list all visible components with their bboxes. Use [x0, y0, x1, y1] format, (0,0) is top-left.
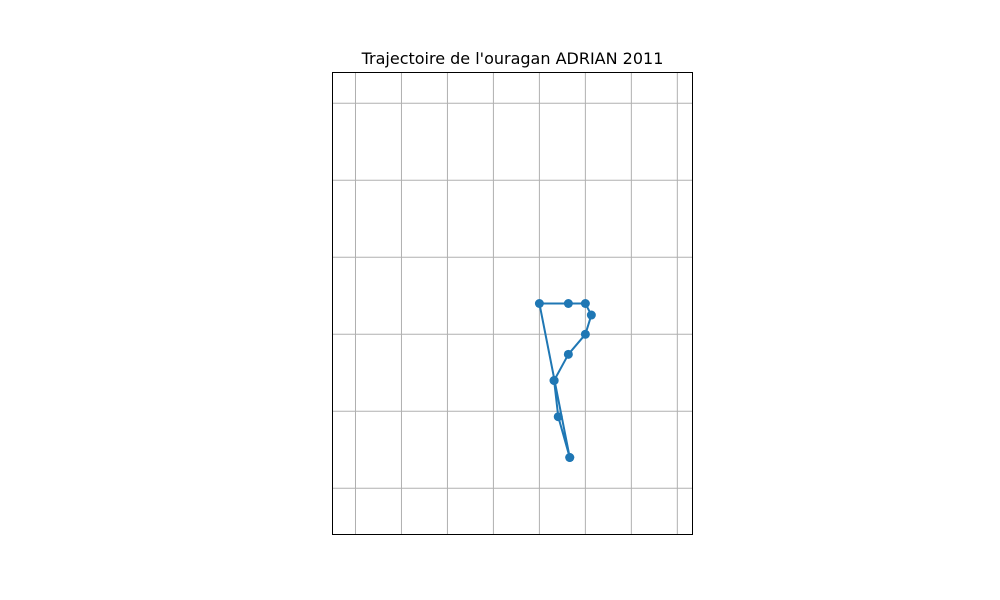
trajectory-point: [580, 329, 590, 339]
trajectory-line: [538, 302, 593, 458]
trajectory-point: [553, 412, 563, 422]
grid: [332, 72, 693, 535]
trajectory-point: [580, 299, 590, 308]
series-layer: [534, 299, 596, 462]
trajectory-point: [549, 376, 559, 385]
plot-frame: [332, 72, 693, 535]
trajectory-point: [565, 453, 575, 462]
trajectory-point: [563, 299, 573, 308]
chart-title: Trajectoire de l'ouragan ADRIAN 2011: [361, 49, 664, 68]
trajectory-point: [534, 299, 544, 308]
trajectory-point: [586, 310, 596, 320]
trajectory-point: [563, 349, 573, 359]
